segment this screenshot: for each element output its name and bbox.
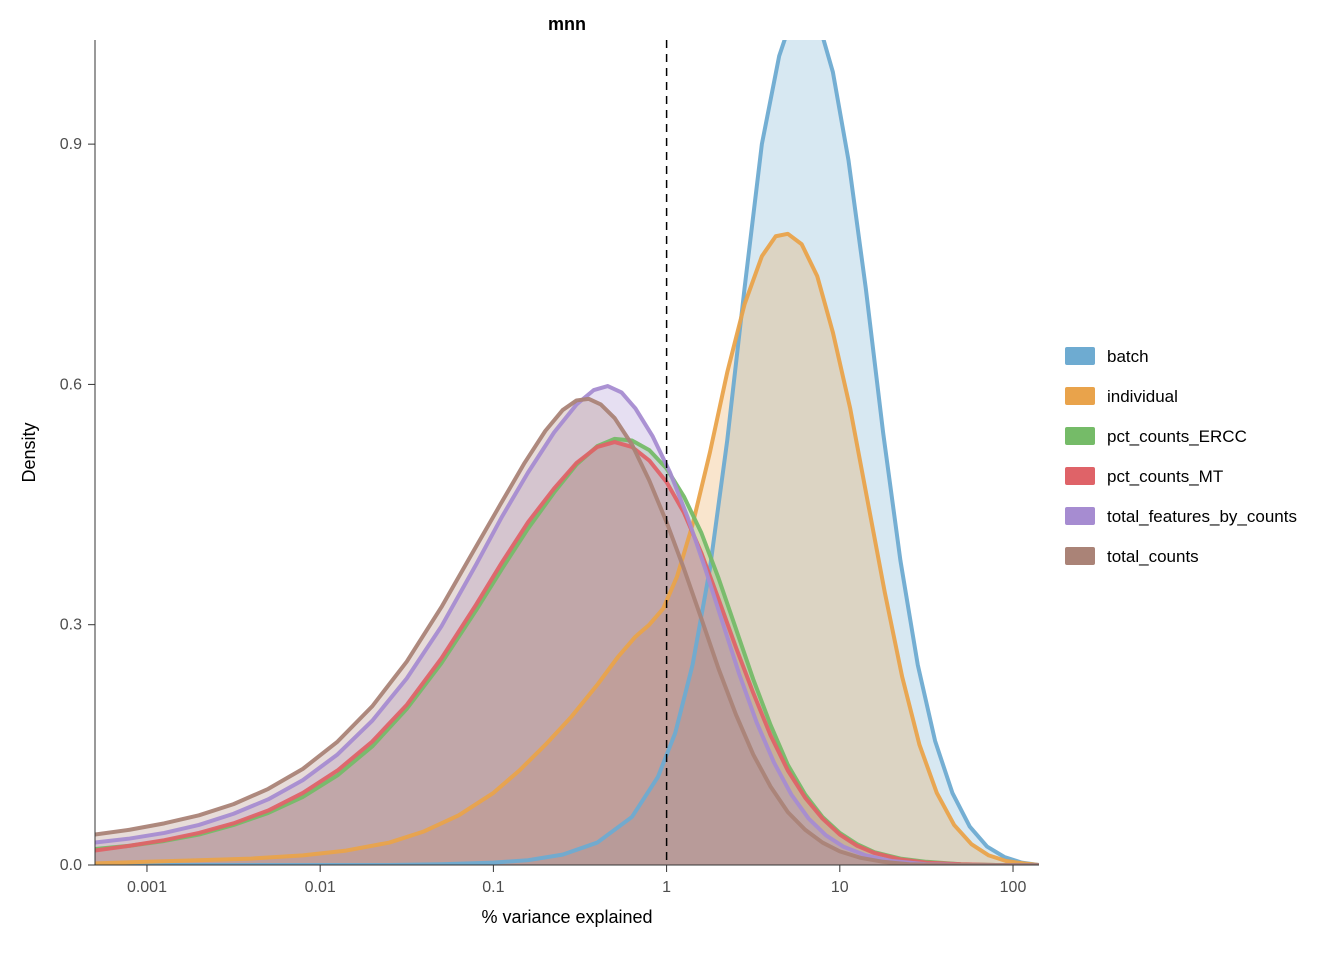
y-tick-label: 0.6 <box>60 376 82 393</box>
x-tick-label: 0.01 <box>305 879 336 896</box>
density-plot: mnn 0.001 0.01 0.1 1 10 100 0.0 0.3 0.6 0.9 % varia… <box>0 0 1344 960</box>
x-tick-label: 100 <box>1000 879 1027 896</box>
legend-swatch-individual <box>1065 387 1095 405</box>
legend-swatch-batch <box>1065 347 1095 365</box>
x-tick-label: 0.001 <box>127 879 167 896</box>
y-tick-label: 0.0 <box>60 857 82 874</box>
legend-label-total_counts: total_counts <box>1107 547 1199 566</box>
chart-title: mnn <box>548 14 586 34</box>
x-tick-label: 0.1 <box>482 879 504 896</box>
y-axis-title: Density <box>19 422 39 482</box>
legend-swatch-total_features_by_counts <box>1065 507 1095 525</box>
x-axis-title: % variance explained <box>481 907 652 927</box>
y-tick-label: 0.3 <box>60 617 82 634</box>
y-tick-label: 0.9 <box>60 136 82 153</box>
legend-label-pct_counts_MT: pct_counts_MT <box>1107 467 1223 486</box>
legend-swatch-pct_counts_ERCC <box>1065 427 1095 445</box>
x-tick-label: 10 <box>831 879 849 896</box>
x-tick-label: 1 <box>662 879 671 896</box>
legend-label-individual: individual <box>1107 387 1178 406</box>
legend-swatch-pct_counts_MT <box>1065 467 1095 485</box>
legend-label-batch: batch <box>1107 347 1149 366</box>
chart-svg: mnn 0.001 0.01 0.1 1 10 100 0.0 0.3 0.6 0.9 % varia… <box>0 0 1344 960</box>
legend-label-total_features_by_counts: total_features_by_counts <box>1107 507 1297 526</box>
legend-swatch-total_counts <box>1065 547 1095 565</box>
legend-label-pct_counts_ERCC: pct_counts_ERCC <box>1107 427 1247 446</box>
